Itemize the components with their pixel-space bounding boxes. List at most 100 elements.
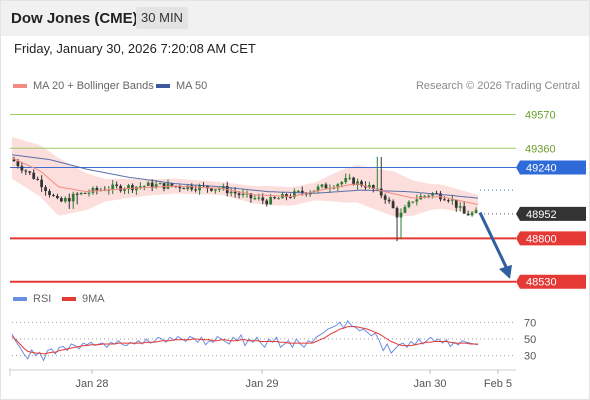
x-tick-label: Jan 30 <box>413 378 446 390</box>
candle-body <box>383 195 387 200</box>
candle <box>466 210 470 216</box>
candle-body <box>249 193 253 199</box>
rsi-tick-label: 50 <box>524 334 536 346</box>
candle <box>56 193 59 200</box>
candle-body <box>158 183 162 185</box>
candle-body <box>360 181 363 186</box>
candle-body <box>435 193 438 195</box>
candle-body <box>443 199 446 201</box>
forecast-arrow-head <box>499 264 512 279</box>
candle-body <box>292 191 296 198</box>
candle <box>474 207 478 214</box>
candle-body <box>127 185 130 190</box>
candle <box>446 198 450 203</box>
legend-rsi-ma: 9MA <box>62 293 105 305</box>
candle <box>28 170 32 176</box>
candle-body <box>289 197 292 199</box>
legend-rsi-label: RSI <box>33 293 52 305</box>
candle <box>348 173 352 181</box>
candle-body <box>213 189 217 191</box>
candle-body <box>423 195 427 197</box>
rsi-line <box>11 319 479 362</box>
candle <box>67 193 71 209</box>
candle-body <box>16 161 20 167</box>
candle <box>44 184 47 196</box>
candle <box>119 184 122 193</box>
candle-body <box>324 184 328 189</box>
candle-body <box>210 188 213 191</box>
candle-body <box>75 193 79 195</box>
candle <box>48 189 51 198</box>
candle-body <box>332 187 336 189</box>
candle-body <box>87 192 91 194</box>
candle-body <box>265 200 269 205</box>
level-tag-48800 <box>516 231 586 246</box>
candle <box>427 194 431 199</box>
candle <box>229 187 233 197</box>
timeframe-button[interactable]: 30 MIN <box>136 7 188 29</box>
candle <box>265 198 269 207</box>
candle-body <box>411 201 415 203</box>
candle <box>407 200 411 209</box>
candle-body <box>95 187 99 191</box>
x-tick-label: Feb 5 <box>484 378 512 390</box>
candle-body <box>320 184 324 187</box>
candle-body <box>257 197 261 199</box>
rsi-tick-label: 30 <box>524 351 536 363</box>
candle-body <box>32 172 36 179</box>
candle-body <box>52 194 55 196</box>
last-price-label: 48952 <box>526 209 557 221</box>
candle-body <box>59 198 63 202</box>
candle-body <box>123 189 126 191</box>
rsi-tick-label: 70 <box>524 317 536 329</box>
candle-body <box>36 178 40 180</box>
candle <box>344 173 348 184</box>
candle-body <box>83 192 87 194</box>
candle-body <box>56 195 59 199</box>
level-label-49240: 49240 <box>526 163 557 175</box>
candle <box>277 196 280 200</box>
legend-ma50-label: MA 50 <box>176 80 208 92</box>
candle <box>95 185 99 195</box>
candle-body <box>316 186 320 191</box>
candle <box>59 196 63 203</box>
candle-body <box>217 188 221 190</box>
candle-body <box>138 186 142 188</box>
candle <box>186 185 190 191</box>
candle <box>146 181 150 187</box>
candle-body <box>48 191 51 195</box>
candle-body <box>111 184 115 190</box>
candle-body <box>427 195 431 197</box>
candle-body <box>131 185 134 191</box>
legend-ma20-label: MA 20 + Bollinger Bands <box>33 80 154 92</box>
timestamp: Friday, January 30, 2026 7:20:08 AM CET <box>14 41 256 56</box>
candle-body <box>285 194 288 198</box>
candle-body <box>407 201 411 207</box>
candle-body <box>119 185 122 191</box>
candle <box>324 182 328 189</box>
candle-body <box>28 171 32 173</box>
candle-body <box>63 198 67 202</box>
candle-body <box>368 185 371 188</box>
candle-body <box>24 170 28 172</box>
instrument-title: Dow Jones (CME) <box>11 10 138 27</box>
candle-body <box>273 197 277 199</box>
candle-body <box>162 183 166 189</box>
candle-body <box>300 190 304 193</box>
candle <box>273 196 277 200</box>
candle-body <box>91 187 95 193</box>
candle <box>450 194 454 205</box>
candle <box>395 206 399 242</box>
candle-body <box>454 199 458 208</box>
candle <box>111 180 115 195</box>
candle-body <box>387 199 391 202</box>
candle <box>253 194 257 201</box>
level-label-48800: 48800 <box>526 233 557 245</box>
candle-body <box>44 187 47 192</box>
candle <box>320 183 324 189</box>
candle <box>71 191 75 209</box>
level-label-49570: 49570 <box>525 109 556 121</box>
candle-body <box>233 191 237 194</box>
legend-ma20: MA 20 + Bollinger Bands <box>13 80 154 92</box>
